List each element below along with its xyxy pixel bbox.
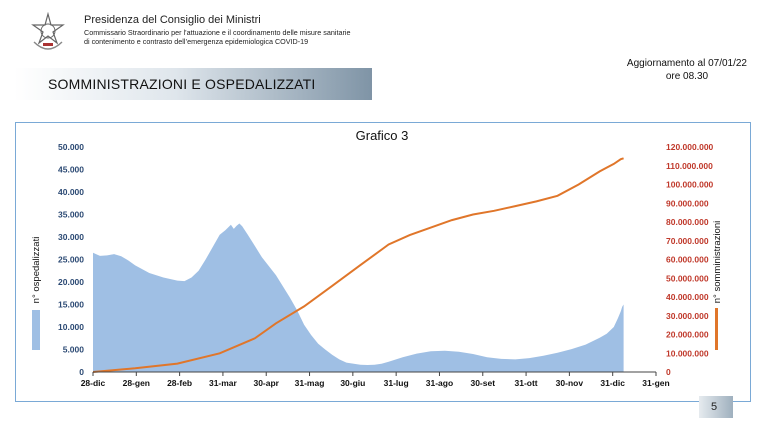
- x-tick-label: 28-feb: [167, 378, 192, 388]
- x-tick-label: 30-nov: [556, 378, 584, 388]
- left-y-tick-label: 50.000: [58, 142, 84, 152]
- x-tick-label: 31-dic: [600, 378, 625, 388]
- right-axis-label: n° somministrazioni: [712, 221, 723, 303]
- x-tick-label: 30-apr: [253, 378, 279, 388]
- right-y-tick-label: 70.000.000: [666, 236, 709, 246]
- left-axis-label: n° ospedalizzati: [31, 237, 42, 304]
- left-y-tick-label: 15.000: [58, 300, 84, 310]
- x-tick-label: 31-gen: [642, 378, 669, 388]
- right-legend-bar: [715, 308, 718, 350]
- right-y-tick-label: 110.000.000: [666, 161, 713, 171]
- right-y-tick-label: 50.000.000: [666, 273, 709, 283]
- left-y-tick-label: 35.000: [58, 210, 84, 220]
- right-y-tick-label: 20.000.000: [666, 330, 709, 340]
- chart-title: Grafico 3: [356, 128, 409, 143]
- x-tick-label: 31-mar: [209, 378, 238, 388]
- org-header: Presidenza del Consiglio dei Ministri Co…: [84, 14, 350, 46]
- x-tick-label: 31-lug: [384, 378, 409, 388]
- right-y-tick-label: 90.000.000: [666, 198, 709, 208]
- page-number: 5: [711, 401, 718, 413]
- left-y-tick-label: 40.000: [58, 187, 84, 197]
- chart: Grafico 3 28-dic 28-gen 28-feb 31-mar 30-apr…: [31, 128, 723, 388]
- x-tick-label: 30-giu: [340, 378, 365, 388]
- right-y-tick-label: 10.000.000: [666, 348, 709, 358]
- right-y-tick-label: 120.000.000: [666, 142, 714, 152]
- republic-emblem-icon: [31, 12, 65, 50]
- section-title: SOMMINISTRAZIONI E OSPEDALIZZATI: [48, 76, 316, 92]
- x-tick-label: 31-mag: [295, 378, 325, 388]
- update-info: Aggiornamento al 07/01/22 ore 08.30: [627, 57, 747, 83]
- org-title: Presidenza del Consiglio dei Ministri: [84, 14, 261, 26]
- section-banner: [14, 68, 372, 100]
- left-legend-bar: [32, 310, 40, 350]
- right-y-tick-label: 100.000.000: [666, 180, 714, 190]
- x-tick-label: 30-set: [470, 378, 495, 388]
- right-y-tick-label: 30.000.000: [666, 311, 709, 321]
- right-y-tick-label: 0: [666, 367, 671, 377]
- series-hospitalized-area: [93, 223, 624, 372]
- update-date: Aggiornamento al 07/01/22: [626, 58, 747, 69]
- series-administrations-line: [92, 157, 624, 373]
- right-y-tick-label: 40.000.000: [666, 292, 709, 302]
- org-subtitle-line-2: di contenimento e contrasto dell’emergen…: [84, 37, 309, 46]
- x-tick-label: 28-gen: [123, 378, 150, 388]
- update-time: ore 08.30: [665, 71, 709, 82]
- left-y-tick-label: 20.000: [58, 277, 84, 287]
- left-y-tick-label: 45.000: [58, 165, 84, 175]
- left-y-tick-label: 25.000: [58, 255, 84, 265]
- x-tick-label: 31-ago: [426, 378, 453, 388]
- page-number-box: [699, 396, 733, 418]
- left-y-tick-label: 10.000: [58, 322, 84, 332]
- left-y-tick-label: 30.000: [58, 232, 84, 242]
- right-y-tick-label: 60.000.000: [666, 255, 709, 265]
- x-tick-label: 28-dic: [81, 378, 106, 388]
- org-subtitle-line-1: Commissario Straordinario per l’attuazio…: [84, 28, 351, 37]
- right-y-tick-label: 80.000.000: [666, 217, 709, 227]
- x-tick-label: 31-ott: [515, 378, 538, 388]
- left-y-tick-label: 5.000: [63, 345, 85, 355]
- left-y-tick-label: 0: [79, 367, 84, 377]
